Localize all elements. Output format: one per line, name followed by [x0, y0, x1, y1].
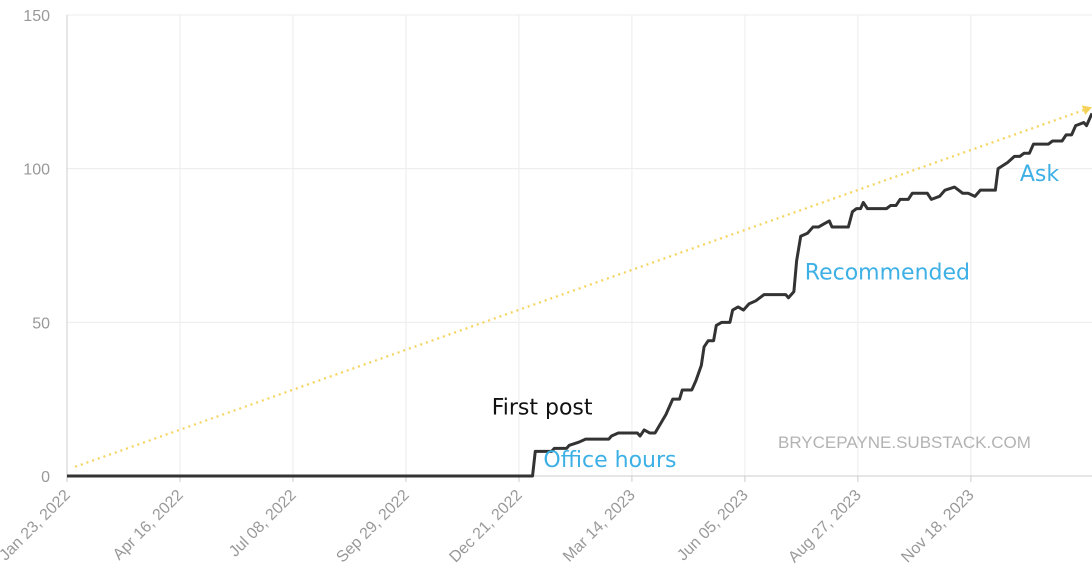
x-tick-labels: Jan 23, 2022 Apr 16, 2022 Jul 08, 2022 Sep …	[0, 476, 978, 566]
trend-arrow-head	[1081, 105, 1092, 115]
y-tick-label: 100	[23, 162, 50, 179]
annotations: First post Office hours Recommended Ask	[492, 162, 1060, 473]
x-tick-label: Dec 21, 2022	[446, 487, 525, 566]
x-tick-label: Aug 27, 2023	[785, 487, 864, 566]
x-tick-label: Jun 05, 2023	[674, 487, 752, 565]
y-tick-label: 50	[32, 315, 50, 332]
watermark-text: BRYCEPAYNE.SUBSTACK.COM	[778, 433, 1031, 452]
series-line	[67, 112, 1092, 478]
grid-lines	[67, 14, 1092, 476]
annotation-label: Recommended	[805, 260, 970, 285]
x-tick-label: Mar 14, 2023	[560, 487, 639, 566]
x-tick-label: Nov 18, 2023	[898, 487, 977, 566]
x-tick-label: Apr 16, 2022	[110, 487, 187, 564]
x-tick-label: Jan 23, 2022	[0, 487, 74, 565]
y-tick-labels: 0 50 100 150	[23, 8, 50, 486]
trend-line	[74, 109, 1084, 468]
x-tick-label: Jul 08, 2022	[226, 487, 300, 561]
y-tick-label: 150	[23, 8, 50, 25]
y-tick-label: 0	[41, 469, 50, 486]
annotation-label: Office hours	[543, 448, 676, 473]
x-tick-label: Sep 29, 2022	[333, 487, 412, 566]
annotation-label: Ask	[1020, 162, 1060, 187]
annotation-label: First post	[492, 396, 593, 421]
